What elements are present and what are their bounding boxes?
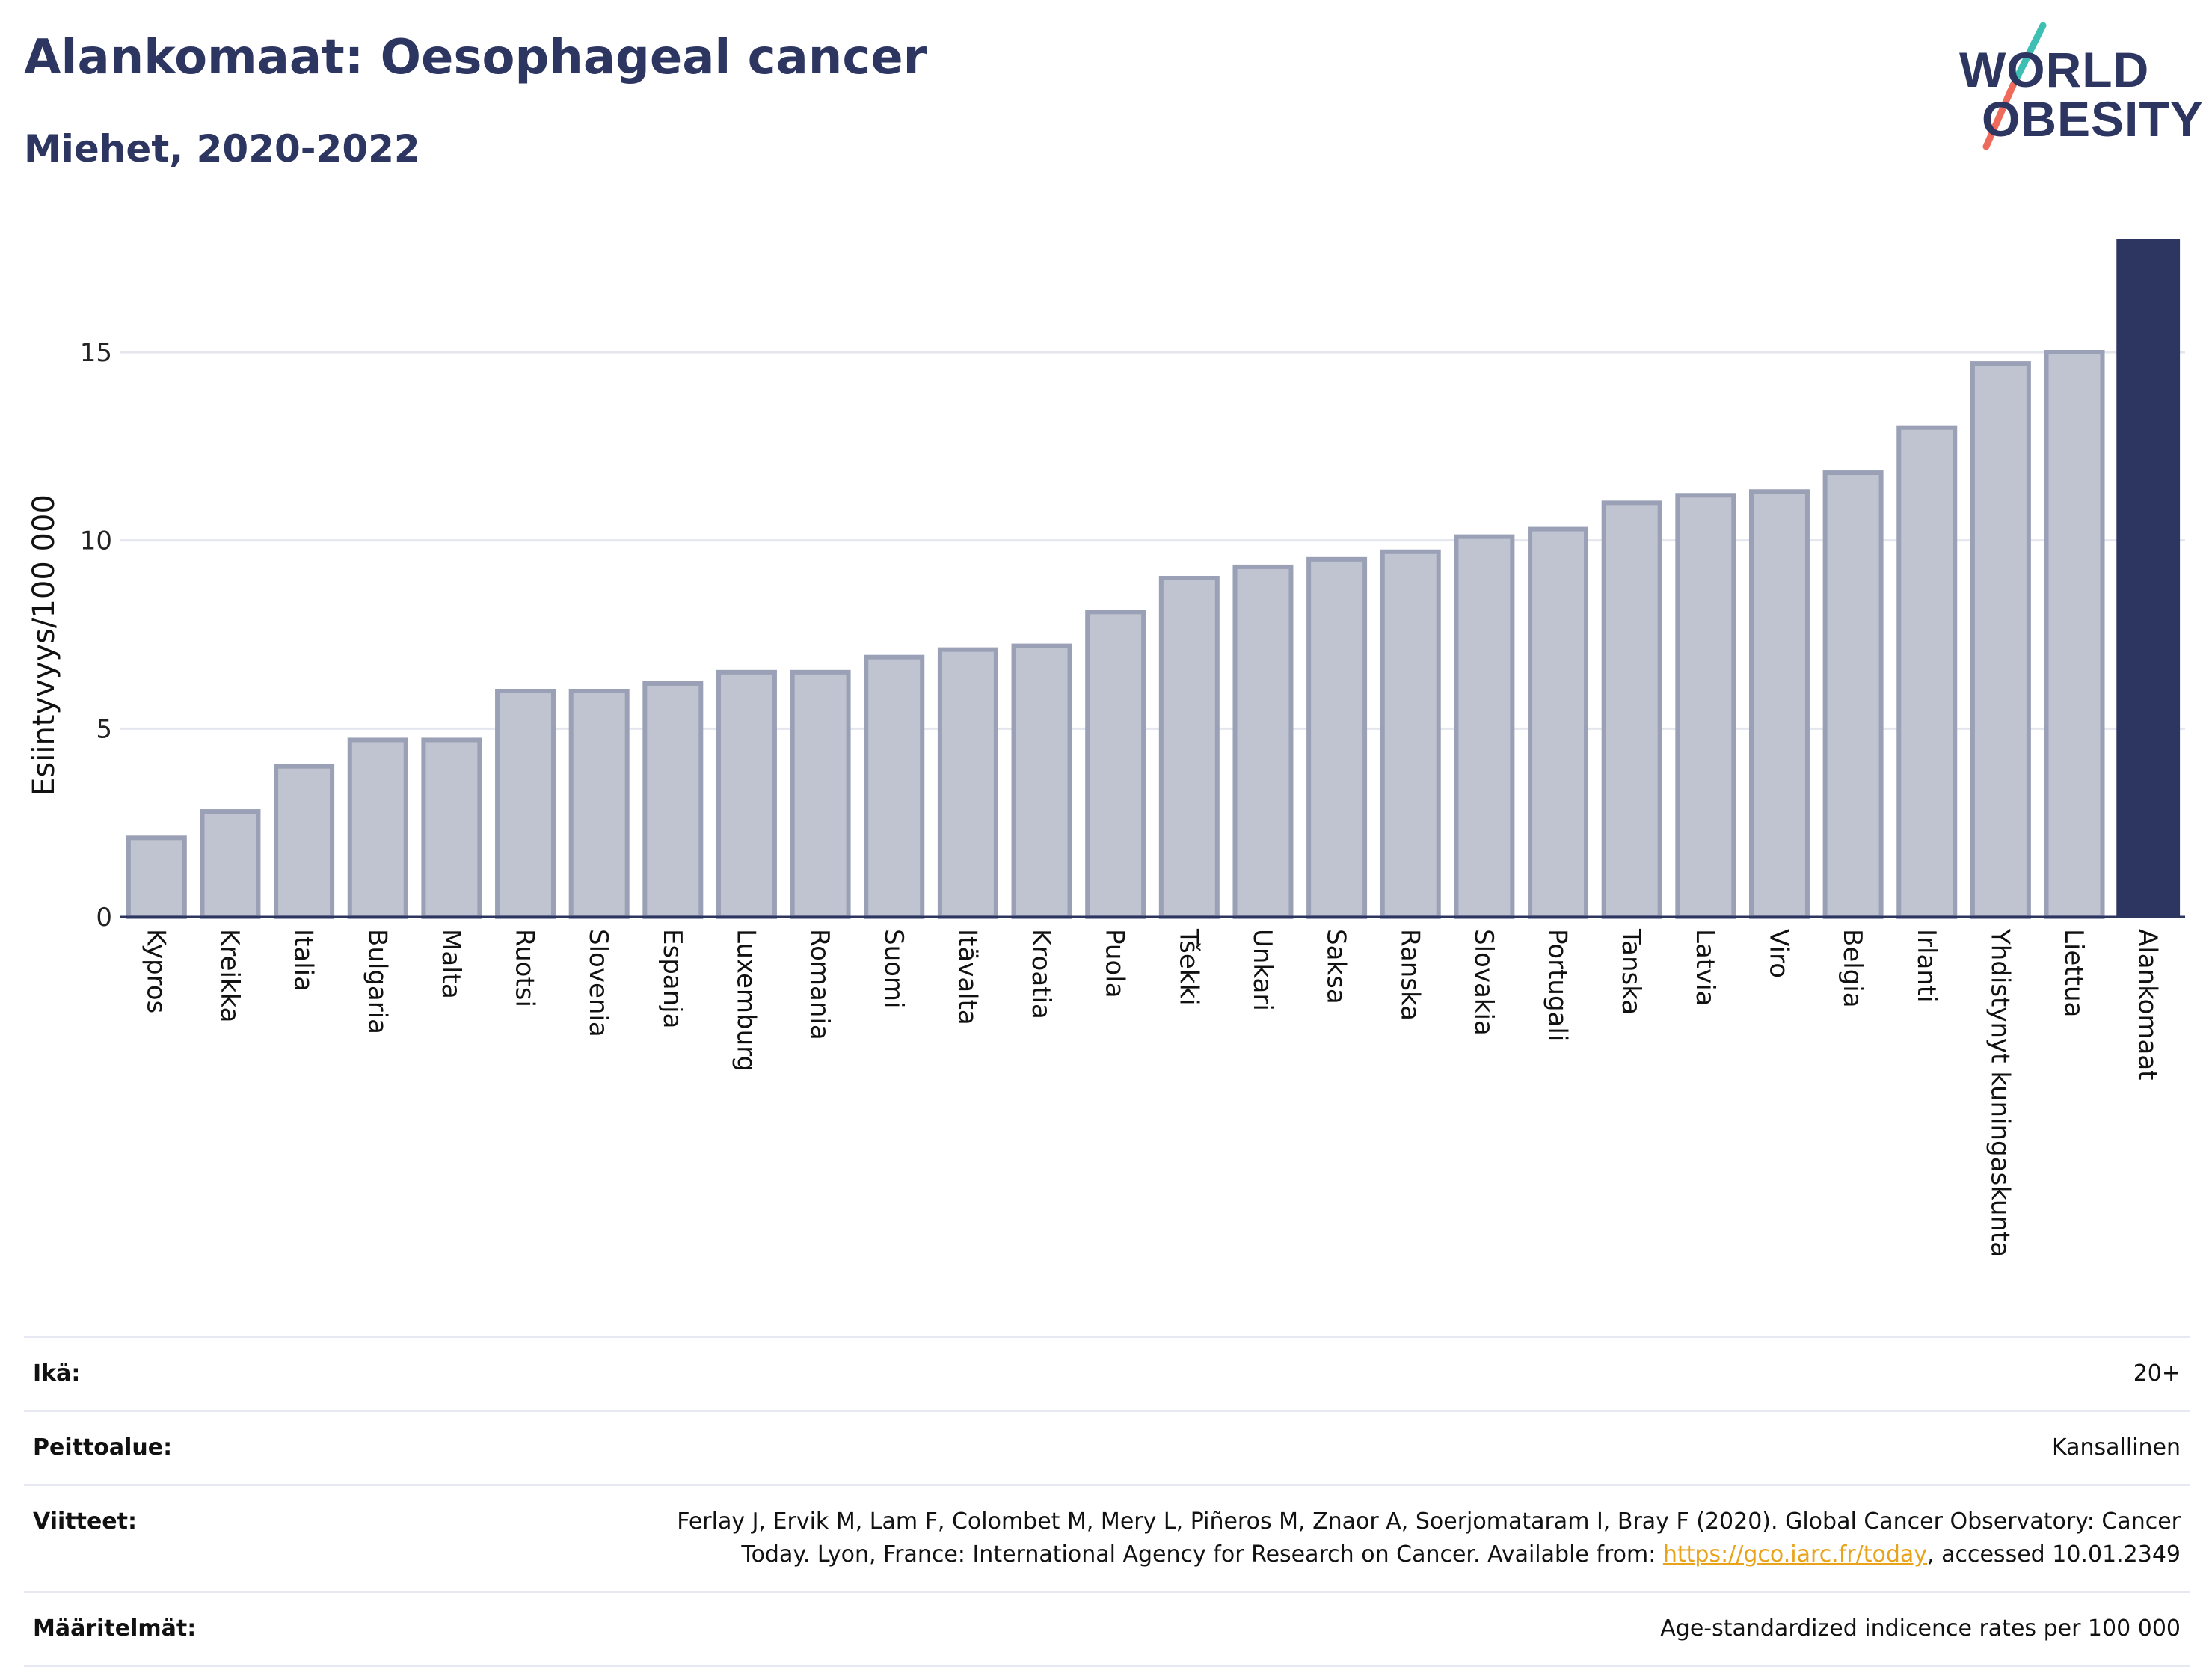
x-category-label: Luxemburg (731, 929, 761, 1072)
bar-latvia (1675, 493, 1736, 919)
x-category-label: Irlanti (1911, 929, 1941, 1003)
x-category-label: Yhdistynyt kuningaskunta (1985, 928, 2015, 1257)
references-link[interactable]: https://gco.iarc.fr/today (1662, 1541, 1928, 1568)
chart-title: Alankomaat: Oesophageal cancer (24, 30, 927, 85)
bar-espanja (642, 681, 704, 920)
age-value: 20+ (2133, 1360, 2181, 1387)
x-category-label: Viro (1763, 929, 1793, 978)
y-tick-label: 0 (96, 903, 112, 933)
bar-unkari (1232, 564, 1294, 919)
x-category-label: Tšekki (1173, 928, 1203, 1006)
references-line1: Ferlay J, Ervik M, Lam F, Colombet M, Me… (677, 1508, 2181, 1535)
y-axis-label: Esiintyvyys/100 000 (27, 494, 61, 796)
bar-liettua (2044, 350, 2105, 919)
meta-row-coverage: Peittoalue: Kansallinen (24, 1410, 2190, 1484)
chart-subtitle: Miehet, 2020-2022 (24, 127, 420, 171)
bar-puola (1085, 610, 1146, 919)
bar-ruotsi (495, 689, 556, 919)
metadata-table: Ikä: 20+ Peittoalue: Kansallinen Viittee… (24, 1336, 2190, 1667)
bar-yhdistynyt-kuningaskunta (1970, 361, 2031, 920)
logo-line1: WORLD (1959, 42, 2150, 97)
bar-kypros (126, 835, 187, 919)
references-value: Ferlay J, Ervik M, Lam F, Colombet M, Me… (677, 1505, 2181, 1571)
bar-slovenia (568, 689, 630, 919)
meta-row-age: Ikä: 20+ (24, 1336, 2190, 1410)
bar-itävalta (937, 647, 998, 920)
bar-portugali (1528, 526, 1589, 920)
bar-slovakia (1454, 534, 1515, 919)
logo-slash-top (2009, 22, 2047, 89)
bar-chart: 0 5 10 15 Kypros Kreikka Italia Bulgaria Malta R… (27, 239, 2185, 1257)
y-tick-labels: 0 5 10 15 (80, 338, 112, 933)
x-category-label: Kreikka (215, 929, 245, 1023)
bar-tanska (1601, 500, 1662, 920)
x-category-label: Itävalta (952, 929, 982, 1025)
x-category-label: Saksa (1321, 929, 1351, 1004)
x-category-label: Espanja (657, 929, 687, 1028)
age-label: Ikä: (33, 1360, 81, 1387)
definitions-value: Age-standardized indicence rates per 100… (1660, 1615, 2181, 1642)
coverage-label: Peittoalue: (33, 1434, 173, 1461)
bar-belgia (1822, 470, 1884, 920)
x-category-label: Tanska (1616, 928, 1646, 1015)
x-category-label: Slovakia (1469, 929, 1499, 1036)
bar-ranska (1380, 549, 1441, 919)
x-category-label: Alankomaat (2133, 929, 2163, 1081)
bar-romania (790, 669, 851, 919)
x-category-label: Romania (805, 929, 835, 1040)
bars (120, 239, 2185, 920)
bar-malta (421, 737, 482, 920)
bar-alankomaat (2116, 239, 2181, 917)
x-category-label: Liettua (2059, 929, 2089, 1017)
x-category-label: Portugali (1543, 929, 1573, 1041)
world-obesity-logo: WORLD OBESITY (1944, 22, 2203, 157)
x-category-label: Italia (289, 929, 319, 992)
x-category-label: Kypros (141, 929, 170, 1013)
bar-bulgaria (347, 737, 408, 920)
x-category-label: Suomi (879, 929, 909, 1009)
x-category-label: Kroatia (1026, 929, 1056, 1019)
x-category-label: Unkari (1247, 929, 1277, 1011)
references-line2-post: , accessed 10.01.2349 (1927, 1541, 2181, 1568)
x-category-label: Ruotsi (510, 929, 540, 1007)
x-category-labels: Kypros Kreikka Italia Bulgaria Malta Ruotsi Sl… (141, 928, 2162, 1257)
bar-irlanti (1896, 425, 1958, 919)
logo-slash-icon (1982, 22, 2047, 150)
references-line2-pre: Today. Lyon, France: International Agenc… (741, 1541, 1663, 1568)
bar-tšekki (1158, 576, 1220, 919)
y-tick-label: 10 (80, 526, 112, 556)
references-label: Viitteet: (33, 1508, 137, 1535)
definitions-label: Määritelmät: (33, 1615, 197, 1642)
y-tick-label: 15 (80, 338, 112, 368)
x-category-label: Malta (436, 929, 466, 999)
x-category-label: Slovenia (583, 929, 613, 1037)
x-category-label: Latvia (1690, 929, 1720, 1007)
bar-kroatia (1011, 643, 1072, 919)
meta-row-references: Viitteet: Ferlay J, Ervik M, Lam F, Colo… (24, 1484, 2190, 1591)
bar-viro (1748, 489, 1810, 919)
meta-row-definitions: Määritelmät: Age-standardized indicence … (24, 1591, 2190, 1667)
y-tick-label: 5 (96, 714, 112, 744)
x-category-label: Belgia (1837, 929, 1867, 1008)
bar-luxemburg (716, 669, 777, 919)
x-category-label: Bulgaria (362, 929, 392, 1034)
logo-slash-bottom (1982, 82, 2017, 150)
coverage-value: Kansallinen (2051, 1434, 2181, 1461)
bar-italia (274, 764, 335, 920)
bar-suomi (864, 654, 925, 919)
bar-saksa (1306, 556, 1368, 919)
bar-kreikka (200, 809, 261, 919)
x-category-label: Ranska (1395, 929, 1425, 1021)
x-category-label: Puola (1100, 929, 1130, 998)
logo-line2: OBESITY (1982, 91, 2204, 147)
